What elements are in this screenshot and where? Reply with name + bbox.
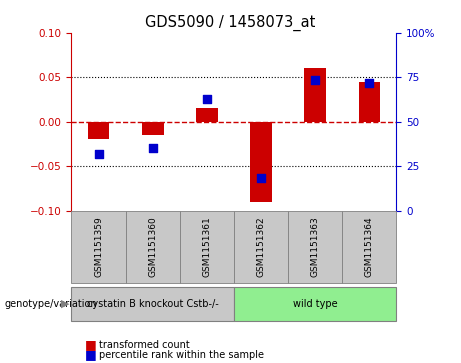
Text: percentile rank within the sample: percentile rank within the sample <box>99 350 264 360</box>
Text: GSM1151360: GSM1151360 <box>148 216 157 277</box>
Text: GSM1151363: GSM1151363 <box>311 216 320 277</box>
Point <box>366 81 373 86</box>
Text: transformed count: transformed count <box>99 340 190 350</box>
Text: ■: ■ <box>85 338 97 351</box>
Bar <box>250 122 272 202</box>
Text: cystatin B knockout Cstb-/-: cystatin B knockout Cstb-/- <box>87 299 219 309</box>
Text: GSM1151362: GSM1151362 <box>256 216 266 277</box>
Text: wild type: wild type <box>293 299 337 309</box>
Point <box>312 77 319 83</box>
Text: ▶: ▶ <box>61 299 69 309</box>
Bar <box>304 68 326 122</box>
Text: genotype/variation: genotype/variation <box>5 299 97 309</box>
Bar <box>142 122 164 135</box>
Text: GSM1151364: GSM1151364 <box>365 216 374 277</box>
Text: GSM1151361: GSM1151361 <box>202 216 212 277</box>
Point <box>95 151 102 156</box>
Text: ■: ■ <box>85 348 97 362</box>
Bar <box>359 82 380 122</box>
Point <box>257 175 265 180</box>
Bar <box>196 108 218 122</box>
Bar <box>88 122 109 139</box>
Point <box>203 97 211 102</box>
Point <box>149 145 156 151</box>
Text: GSM1151359: GSM1151359 <box>94 216 103 277</box>
Text: GDS5090 / 1458073_at: GDS5090 / 1458073_at <box>145 15 316 31</box>
